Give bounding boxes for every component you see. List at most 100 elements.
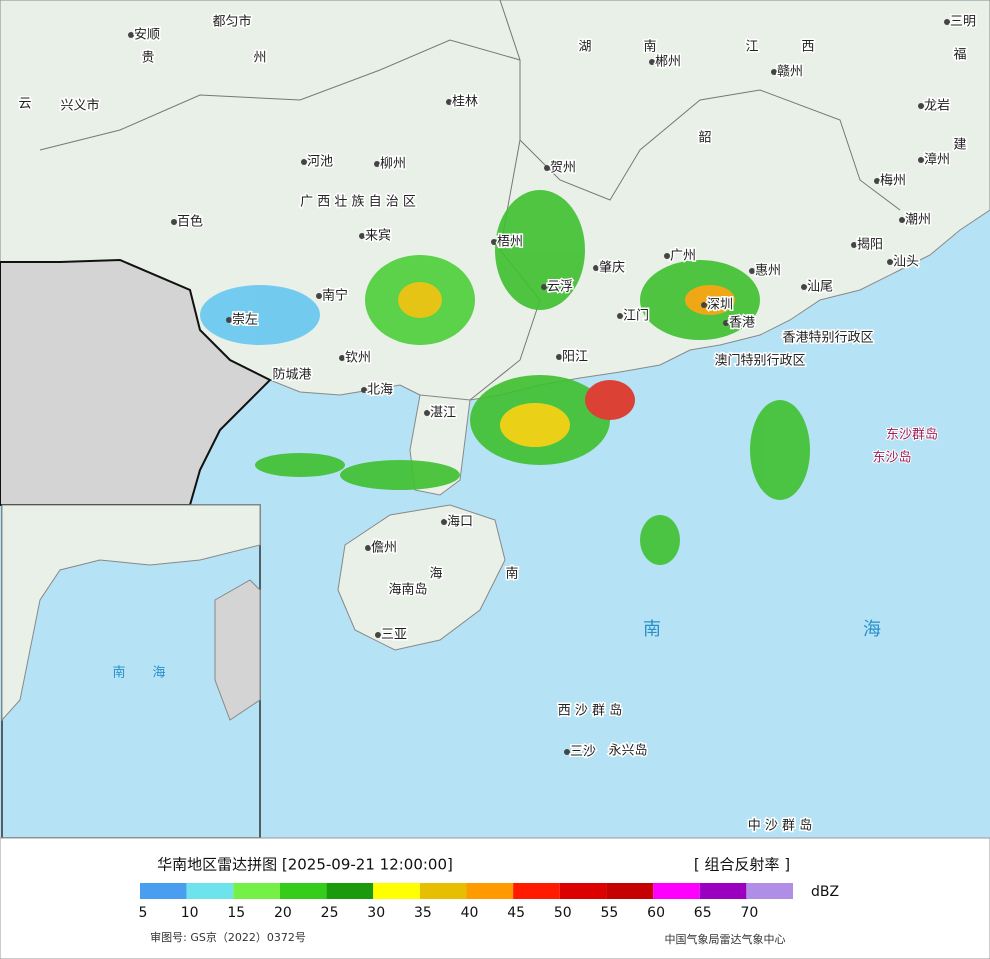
city-dot <box>771 69 777 75</box>
place-label: 云 <box>18 97 31 112</box>
place-label: 揭阳 <box>857 238 883 253</box>
place-label: 阳江 <box>562 350 588 365</box>
place-label: 深圳 <box>707 298 733 313</box>
city-dot <box>365 545 371 551</box>
scale-swatch <box>513 883 560 899</box>
city-dot <box>171 219 177 225</box>
city-dot <box>226 317 232 323</box>
scale-swatch <box>186 883 234 899</box>
hainan <box>337 504 506 651</box>
place-label: 州 <box>253 51 266 66</box>
place-label: 江 <box>745 40 758 55</box>
scale-swatch <box>466 883 514 899</box>
place-label: 龙岩 <box>924 99 950 114</box>
unit: dBZ <box>811 884 839 900</box>
place-label: 百色 <box>177 214 203 230</box>
echo <box>500 403 570 447</box>
place-label: 海口 <box>447 515 473 530</box>
scale-tick-label: 35 <box>414 905 432 921</box>
echo <box>340 460 460 490</box>
city-dot <box>918 157 924 163</box>
city-dot <box>446 99 452 105</box>
place-label: 惠州 <box>755 264 781 279</box>
scale-tick-label: 30 <box>367 905 385 921</box>
echo <box>750 400 810 500</box>
city-dot <box>374 161 380 167</box>
scale-tick-label: 50 <box>554 905 572 921</box>
place-label: 香港特别行政区 <box>782 331 873 346</box>
source: 中国气象局雷达气象中心 <box>665 932 786 946</box>
place-label: 汕尾 <box>807 280 833 295</box>
place-label: 河池 <box>307 155 333 170</box>
place-label: 崇左 <box>232 313 258 328</box>
city-dot <box>664 253 670 259</box>
place-label: 汕头 <box>893 255 919 270</box>
boundary <box>39 39 521 151</box>
scale-tick-label: 15 <box>227 905 245 921</box>
city-dot <box>701 302 707 308</box>
place-label: 南 <box>505 566 518 582</box>
place-label: 桂林 <box>452 95 478 110</box>
city-dot <box>339 355 345 361</box>
place-label: 潮州 <box>905 213 931 228</box>
place-label: 三明 <box>950 15 976 30</box>
city-dot <box>491 239 497 245</box>
place-label: 广州 <box>670 249 696 264</box>
product: [ 组合反射率 ] <box>694 856 790 874</box>
city-dot <box>564 749 570 755</box>
city-dot <box>801 284 807 290</box>
place-label: 梅州 <box>880 174 906 189</box>
city-dot <box>899 217 905 223</box>
inset-land <box>214 579 261 721</box>
place-label: 郴州 <box>655 55 681 70</box>
scale-swatch <box>326 883 374 899</box>
city-dot <box>749 268 755 274</box>
title: 华南地区雷达拼图 [2025-09-21 12:00:00] <box>157 856 453 874</box>
scale-swatch <box>699 883 747 899</box>
place-label: 海 <box>429 567 442 582</box>
place-label: 香港 <box>729 316 755 331</box>
scale-tick-label: 20 <box>274 905 292 921</box>
scale-tick-label: 45 <box>507 905 525 921</box>
place-label: 三亚 <box>381 628 407 643</box>
scale-swatch <box>746 883 793 899</box>
place-label: 柳州 <box>380 157 406 172</box>
place-label: 儋州 <box>371 541 397 556</box>
place-label: 广 西 壮 族 自 治 区 <box>300 194 416 210</box>
echo <box>255 453 345 477</box>
inset-sea-label: 南 <box>112 665 131 681</box>
city-dot <box>851 242 857 248</box>
city-dot <box>273 372 279 378</box>
scale-swatch <box>653 883 700 899</box>
scale-tick-label: 10 <box>181 905 199 921</box>
city-dot <box>213 19 219 25</box>
city-dot <box>61 103 67 109</box>
echo <box>640 515 680 565</box>
city-dot <box>649 59 655 65</box>
sea-label: 海 <box>863 619 887 640</box>
echo <box>685 285 735 315</box>
city-dot <box>424 410 430 416</box>
city-dot <box>544 165 550 171</box>
place-label: 建 <box>953 138 966 153</box>
scale-swatch <box>233 883 280 899</box>
scale-swatch <box>140 883 187 899</box>
place-label: 梧州 <box>497 235 523 250</box>
scale-swatch <box>606 883 654 899</box>
scale-tick-label: 5 <box>139 905 148 921</box>
inset-sea-label: 海 <box>152 666 171 681</box>
echoes <box>200 190 810 565</box>
boundary <box>499 0 901 211</box>
inset-land <box>1 504 261 722</box>
place-label: 中 沙 群 岛 <box>748 818 812 834</box>
place-label: 韶 <box>698 130 711 146</box>
city-dot <box>556 354 562 360</box>
place-label: 福 <box>953 48 966 63</box>
echo <box>585 380 635 420</box>
place-label: 肇庆 <box>599 261 625 276</box>
place-label: 来宾 <box>365 228 391 244</box>
scale-tick-label: 40 <box>461 905 479 921</box>
